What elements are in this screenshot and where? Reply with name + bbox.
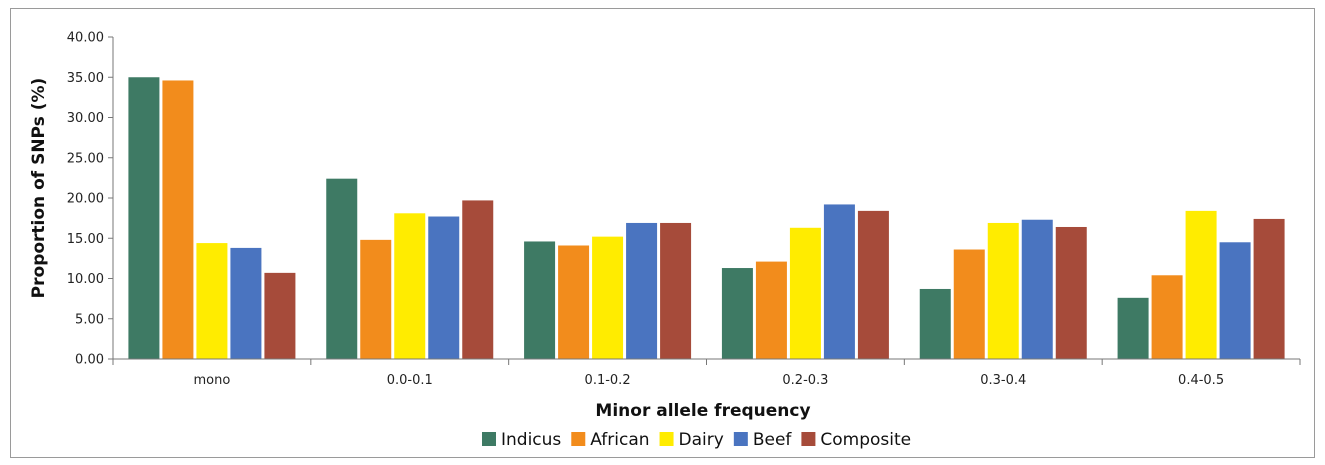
y-tick-label: 0.00 xyxy=(75,353,104,368)
legend-swatch-beef xyxy=(733,432,748,446)
bar-beef xyxy=(428,216,460,359)
y-tick-label: 40.00 xyxy=(67,31,104,46)
legend-swatch-indicus xyxy=(482,432,496,446)
bar-indicus xyxy=(919,288,951,359)
bar-indicus xyxy=(326,178,358,359)
bar-beef xyxy=(1219,242,1251,359)
y-tick-label: 15.00 xyxy=(67,232,104,247)
bar-composite xyxy=(1055,226,1087,359)
bar-dairy xyxy=(987,222,1019,359)
y-tick-label: 25.00 xyxy=(67,151,104,166)
bar-african xyxy=(953,249,985,359)
bar-indicus xyxy=(128,77,160,359)
bar-african xyxy=(558,245,590,359)
bar-african xyxy=(755,261,787,359)
y-tick-label: 20.00 xyxy=(67,192,104,207)
y-tick-label: 10.00 xyxy=(67,272,104,287)
legend-swatch-composite xyxy=(801,432,816,446)
x-axis-title: Minor allele frequency xyxy=(595,401,810,421)
bar-indicus xyxy=(721,268,753,359)
x-tick-label: 0.1-0.2 xyxy=(585,373,631,388)
bar-dairy xyxy=(196,243,228,359)
bar-beef xyxy=(1021,219,1053,359)
bar-african xyxy=(162,80,194,359)
legend-label-composite: Composite xyxy=(820,430,911,450)
bar-indicus xyxy=(524,241,556,359)
bar-composite xyxy=(264,272,296,359)
bar-dairy xyxy=(1185,210,1217,359)
y-axis-title: Proportion of SNPs (%) xyxy=(29,78,49,299)
legend-label-african: African xyxy=(590,430,649,450)
bar-beef xyxy=(626,222,658,359)
bar-dairy xyxy=(592,236,624,359)
y-tick-label: 5.00 xyxy=(75,312,104,327)
axes-layer: 0.00 5.00 10.00 15.00 20.00 25.00 30.00 35.00 40… xyxy=(67,31,1301,388)
x-tick-label: 0.0-0.1 xyxy=(387,373,433,388)
y-tick-label: 30.00 xyxy=(67,111,104,126)
legend-swatch-african xyxy=(571,432,586,446)
legend-swatch-dairy xyxy=(659,432,674,446)
legend-label-dairy: Dairy xyxy=(679,430,724,450)
x-tick-label: mono xyxy=(194,373,231,388)
bar-dairy xyxy=(789,227,821,359)
bars-layer xyxy=(128,77,1285,359)
x-tick-label: 0.3-0.4 xyxy=(980,373,1026,388)
bar-african xyxy=(360,239,392,359)
legend-label-indicus: Indicus xyxy=(501,430,561,450)
x-tick-label: 0.2-0.3 xyxy=(782,373,828,388)
bar-beef xyxy=(230,247,262,359)
bar-composite xyxy=(1253,218,1285,359)
legend-label-beef: Beef xyxy=(753,430,793,450)
x-tick-label: 0.4-0.5 xyxy=(1178,373,1224,388)
bar-composite xyxy=(857,210,889,359)
y-tick-label: 35.00 xyxy=(67,71,104,86)
bar-composite xyxy=(660,222,692,359)
bar-beef xyxy=(823,204,855,359)
bar-indicus xyxy=(1117,297,1149,359)
bar-composite xyxy=(462,200,494,359)
bar-african xyxy=(1151,275,1183,359)
bar-dairy xyxy=(394,213,426,359)
legend: Indicus African Dairy Beef Composite xyxy=(482,430,911,450)
